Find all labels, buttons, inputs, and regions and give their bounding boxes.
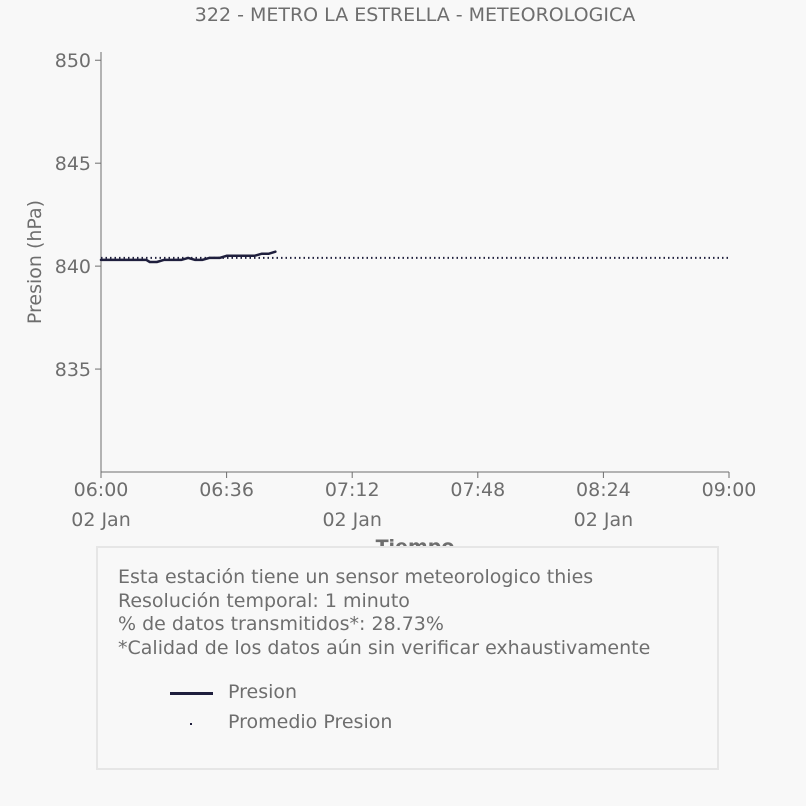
y-tick-label: 835 (55, 359, 91, 381)
series-layer (99, 250, 729, 264)
x-tick-label: 07:12 (325, 479, 380, 501)
series-line-presion (99, 250, 277, 264)
x-axis: 06:00 02 Jan 06:36 07:12 02 Jan 07:48 08:24 02 … (71, 471, 757, 531)
info-box: Esta estación tiene un sensor meteorolog… (96, 546, 719, 770)
x-tick-label: 09:00 (702, 479, 757, 501)
info-line-resolution: Resolución temporal: 1 minuto (118, 589, 410, 612)
y-tick-label: 840 (55, 256, 91, 278)
chart-title: 322 - METRO LA ESTRELLA - METEOROLOGICA (195, 4, 635, 26)
x-axis-label: Tiempo (376, 536, 455, 546)
y-tick-label: 850 (55, 50, 91, 72)
y-axis-label: Presion (hPa) (24, 200, 46, 324)
info-line-quality: *Calidad de los datos aún sin verificar … (118, 636, 651, 659)
y-tick-label: 845 (55, 153, 91, 175)
legend-label-presion: Presion (228, 681, 298, 703)
x-tick-date-label: 02 Jan (322, 509, 382, 531)
info-line-sensor: Esta estación tiene un sensor meteorolog… (118, 566, 594, 588)
legend-label-promedio: Promedio Presion (228, 711, 393, 733)
y-axis: 835 840 845 850 (55, 50, 102, 472)
x-tick-label: 06:36 (199, 479, 254, 501)
x-tick-label: 06:00 (74, 479, 129, 501)
station-info: Esta estación tiene un sensor meteorolog… (118, 566, 650, 660)
info-line-transmitted: % de datos transmitidos*: 28.73% (118, 613, 444, 635)
x-tick-label: 08:24 (576, 479, 631, 501)
legend-dot-swatch (190, 723, 192, 725)
x-tick-date-label: 02 Jan (71, 509, 131, 531)
pressure-chart: 322 - METRO LA ESTRELLA - METEOROLOGICA … (24, 4, 757, 546)
x-tick-date-label: 02 Jan (574, 509, 634, 531)
legend-line-swatch (170, 692, 213, 695)
x-tick-label: 07:48 (450, 479, 505, 501)
